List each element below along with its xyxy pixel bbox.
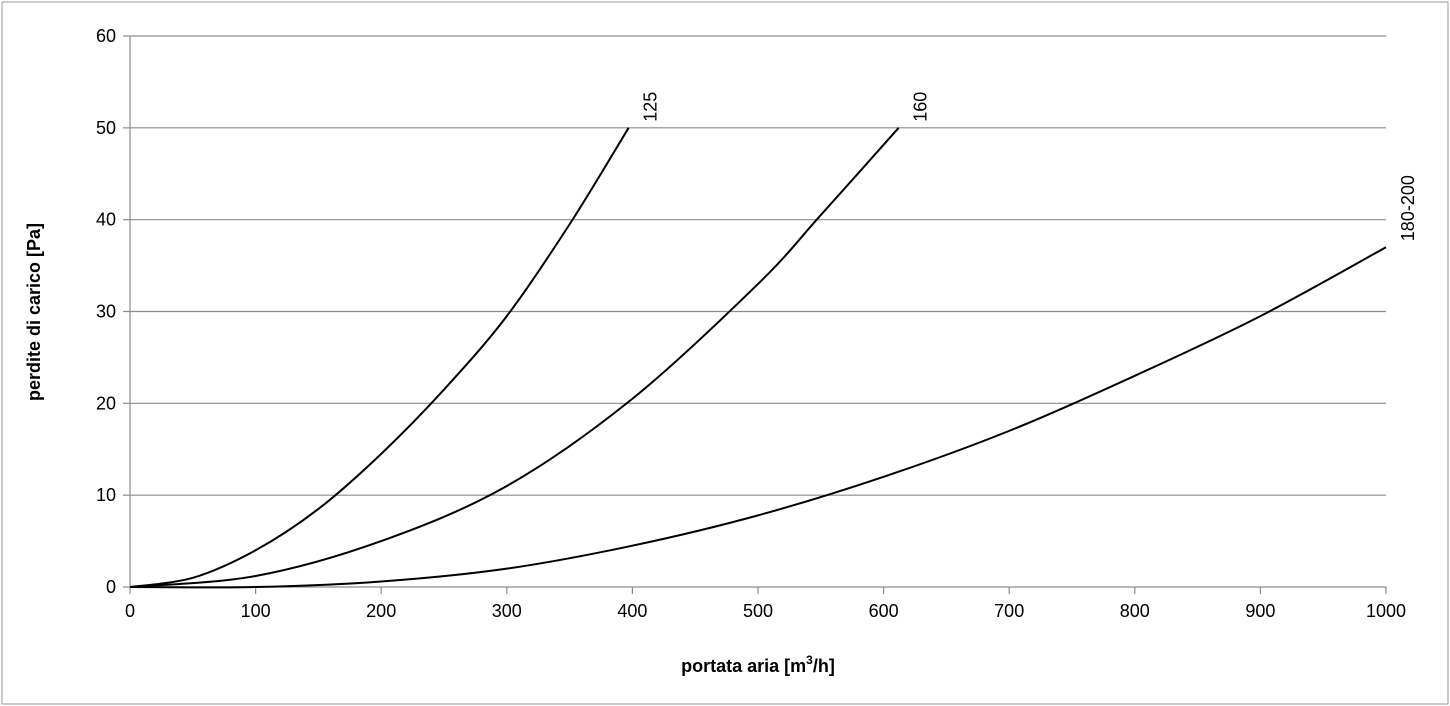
series-label: 125: [641, 92, 661, 122]
x-tick-label: 500: [743, 601, 773, 621]
axes: [123, 35, 1387, 594]
x-tick-label: 200: [366, 601, 396, 621]
x-axis-title-prefix: portata aria [m: [681, 656, 806, 676]
x-tick-label: 600: [869, 601, 899, 621]
x-axis-title-sup: 3: [806, 653, 813, 667]
x-tick-label: 100: [241, 601, 271, 621]
y-tick-label: 10: [96, 485, 116, 505]
x-tick-label: 0: [125, 601, 135, 621]
y-axis-title: perdite di carico [Pa]: [24, 223, 44, 401]
series-lines: [129, 127, 1387, 589]
gridlines: [130, 35, 1386, 496]
x-tick-label: 1000: [1366, 601, 1406, 621]
y-tick-label: 30: [96, 302, 116, 322]
series-line-180-200: [129, 246, 1387, 589]
series-line-160: [129, 127, 900, 588]
x-axis-title-suffix: /h]: [813, 656, 835, 676]
y-tick-label: 40: [96, 210, 116, 230]
y-tick-label: 50: [96, 118, 116, 138]
series-line-125: [129, 127, 630, 588]
x-tick-label: 800: [1120, 601, 1150, 621]
y-tick-label: 60: [96, 26, 116, 46]
y-tick-label: 0: [106, 577, 116, 597]
x-tick-label: 900: [1245, 601, 1275, 621]
series-label: 180-200: [1398, 175, 1418, 241]
x-tick-label: 400: [617, 601, 647, 621]
y-tick-label: 20: [96, 393, 116, 413]
x-tick-label: 300: [492, 601, 522, 621]
x-tick-label: 700: [994, 601, 1024, 621]
series-label: 160: [911, 92, 931, 122]
x-axis-title: portata aria [m3/h]: [681, 653, 835, 676]
